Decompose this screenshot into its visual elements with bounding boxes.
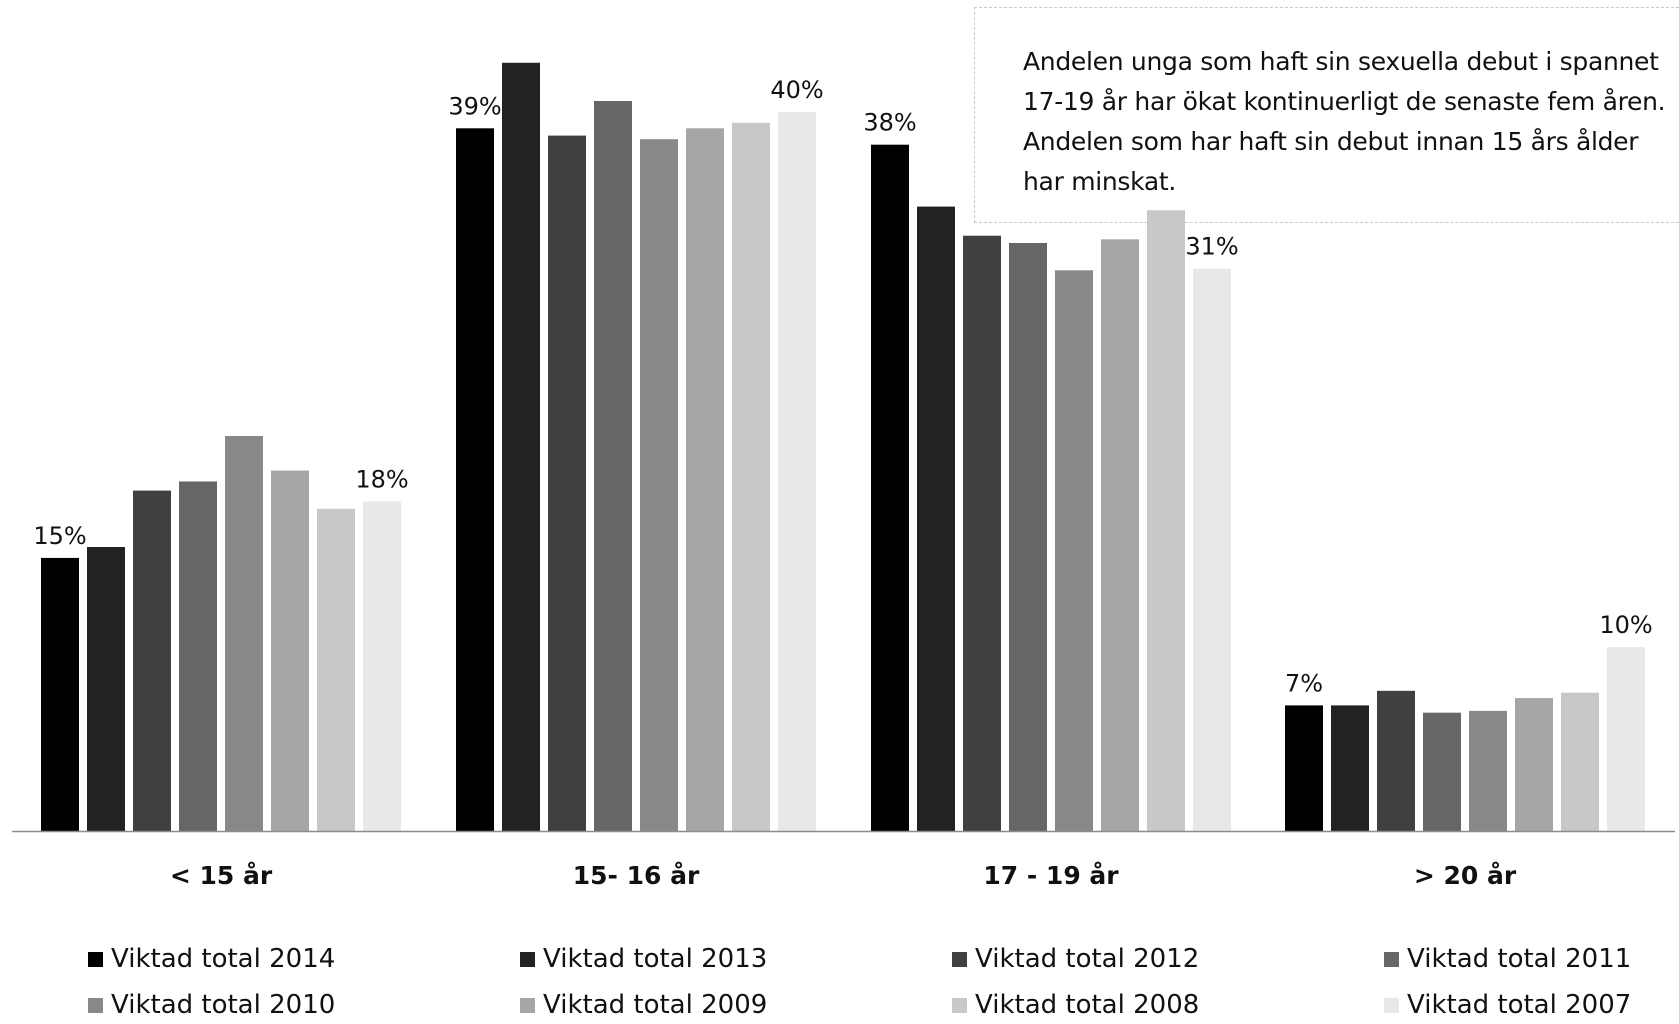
- data-label: 18%: [355, 465, 408, 493]
- bar: [1469, 710, 1507, 831]
- legend-item: Viktad total 2013: [520, 944, 767, 974]
- bar: [1331, 705, 1369, 831]
- annotation-text: Andelen unga som haft sin sexuella debut…: [1023, 47, 1666, 196]
- category-label: > 20 år: [1414, 861, 1517, 890]
- bar: [1423, 712, 1461, 831]
- legend-label: Viktad total 2009: [543, 990, 768, 1020]
- data-label: 31%: [1185, 232, 1238, 260]
- bar: [179, 481, 217, 831]
- bar: [317, 508, 355, 831]
- bar: [732, 122, 770, 831]
- bar: [456, 128, 494, 831]
- legend-label: Viktad total 2011: [1407, 944, 1632, 974]
- bar: [594, 100, 632, 831]
- bar: [917, 206, 955, 831]
- bar: [1147, 210, 1185, 832]
- legend-swatch: [1384, 951, 1399, 967]
- bar: [963, 235, 1001, 831]
- legend-swatch: [520, 997, 535, 1013]
- data-label: 39%: [448, 92, 501, 120]
- legend-label: Viktad total 2013: [543, 944, 768, 974]
- legend-item: Viktad total 2007: [1384, 990, 1631, 1020]
- legend-swatch: [520, 951, 535, 967]
- legend-item: Viktad total 2008: [952, 990, 1199, 1020]
- legend-item: Viktad total 2009: [520, 990, 767, 1020]
- bar: [271, 470, 309, 831]
- bar: [133, 490, 171, 831]
- data-label: 10%: [1599, 611, 1652, 639]
- bar: [1193, 268, 1231, 831]
- annotation-box: Andelen unga som haft sin sexuella debut…: [974, 7, 1679, 223]
- data-label: 38%: [863, 109, 916, 137]
- legend-swatch: [1384, 997, 1399, 1013]
- bar: [686, 128, 724, 831]
- bar: [41, 557, 79, 831]
- bar: [1607, 647, 1645, 831]
- data-labels-group: 15% 18% 39% 40% 38% 31% 7% 10%: [33, 76, 1652, 697]
- data-label: 7%: [1285, 669, 1323, 697]
- bar: [1055, 270, 1093, 831]
- bar: [87, 547, 125, 831]
- legend-label: Viktad total 2010: [111, 990, 336, 1020]
- bars-group: [41, 62, 1645, 832]
- bar: [778, 111, 816, 831]
- legend-swatch: [952, 951, 967, 967]
- bar: [640, 139, 678, 831]
- bar: [1009, 242, 1047, 832]
- legend-swatch: [88, 997, 103, 1013]
- legend-item: Viktad total 2014: [88, 944, 335, 974]
- legend-label: Viktad total 2007: [1407, 990, 1632, 1020]
- bar: [548, 135, 586, 831]
- bar: [871, 144, 909, 832]
- bar: [363, 501, 401, 831]
- category-label: 15- 16 år: [573, 861, 700, 890]
- bar: [1515, 698, 1553, 831]
- legend-label: Viktad total 2014: [111, 944, 336, 974]
- bar-chart: 15% 18% 39% 40% 38% 31% 7% 10% < 15 år 15- 16 år…: [12, 62, 1675, 890]
- legend-item: Viktad total 2012: [952, 944, 1199, 974]
- legend-swatch: [952, 997, 967, 1013]
- legend: Viktad total 2014 Viktad total 2013 Viktad…: [88, 944, 1679, 1024]
- category-label: 17 - 19 år: [983, 861, 1119, 890]
- bar: [1101, 239, 1139, 831]
- bar: [225, 435, 263, 831]
- bar: [1285, 705, 1323, 831]
- legend-label: Viktad total 2008: [975, 990, 1200, 1020]
- legend-swatch: [88, 951, 103, 967]
- bar: [502, 62, 540, 831]
- data-label: 40%: [770, 76, 823, 104]
- data-label: 15%: [33, 522, 86, 550]
- category-label: < 15 år: [170, 861, 273, 890]
- legend-item: Viktad total 2010: [88, 990, 335, 1020]
- bar: [1377, 690, 1415, 831]
- legend-label: Viktad total 2012: [975, 944, 1200, 974]
- legend-item: Viktad total 2011: [1384, 944, 1631, 974]
- bar: [1561, 692, 1599, 831]
- category-labels-group: < 15 år 15- 16 år 17 - 19 år > 20 år: [170, 861, 1517, 890]
